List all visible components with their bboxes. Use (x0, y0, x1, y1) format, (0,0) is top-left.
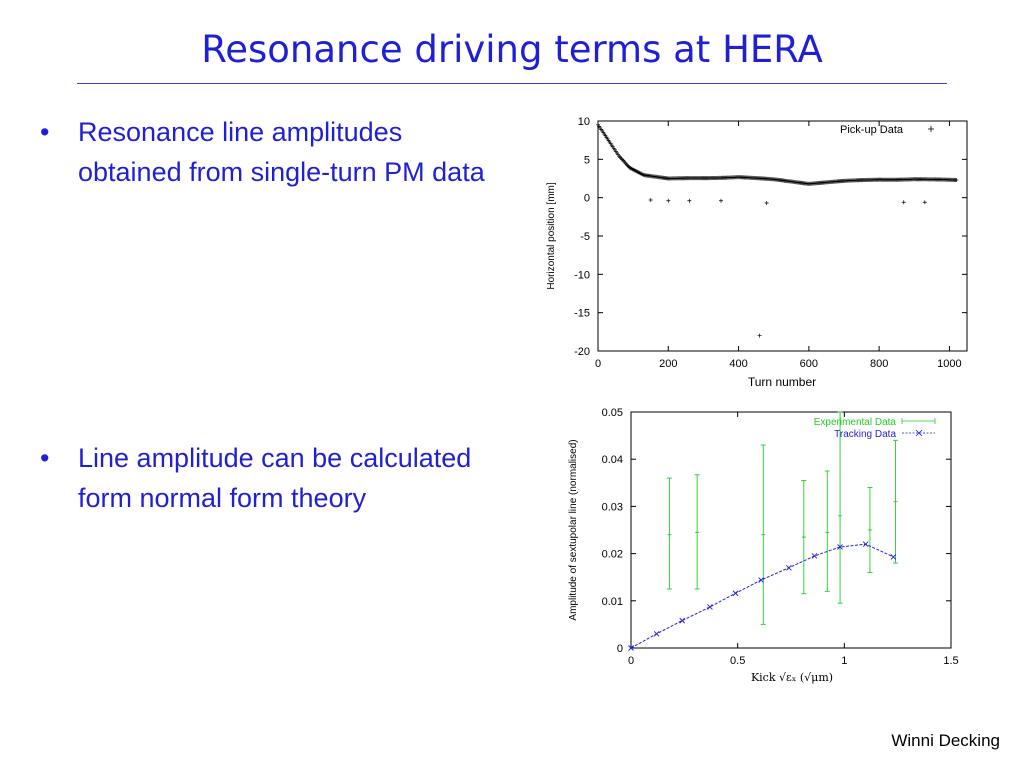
tracking-data-point (890, 554, 897, 560)
x-tick-label: 0 (628, 655, 634, 667)
y-tick-label: -10 (574, 269, 590, 281)
y-tick-label: 0 (584, 193, 590, 205)
tracking-data-point (758, 577, 764, 583)
tracking-data-point (862, 541, 869, 547)
title-divider (77, 83, 947, 84)
error-bar (837, 411, 843, 604)
x-axis-label: Turn number (748, 375, 816, 389)
data-point (764, 201, 769, 206)
y-tick-label: -20 (574, 346, 590, 358)
y-tick-label: 0.05 (602, 407, 623, 419)
y-tick-label: 0.01 (602, 596, 623, 608)
data-point (757, 333, 762, 338)
x-tick-label: 1 (841, 655, 847, 667)
legend-marker-experimental (901, 418, 936, 424)
legend-marker-tracking (902, 429, 935, 437)
y-tick-label: -15 (574, 308, 590, 320)
y-axis-label: Horizontal position [mm] (546, 182, 557, 289)
x-tick-label: 800 (870, 358, 888, 370)
y-axis-label: Amplitude of sextupolar line (normalised… (568, 439, 579, 620)
tracking-data-point (707, 604, 713, 610)
bullet-text: Resonance line amplitudes obtained from … (78, 117, 485, 187)
legend-label: Pick-up Data (840, 124, 904, 136)
y-tick-label: 10 (578, 116, 590, 128)
x-tick-label: 200 (659, 358, 677, 370)
x-tick-label: 600 (800, 358, 818, 370)
x-tick-label: 400 (729, 358, 747, 370)
y-tick-label: 0.03 (602, 501, 623, 513)
y-tick-label: 0.02 (602, 549, 623, 561)
x-tick-label: 1000 (937, 358, 961, 370)
y-tick-label: 0 (617, 643, 623, 655)
y-tick-label: -5 (580, 231, 590, 243)
tracking-data-point (653, 631, 660, 637)
x-axis-label: Kick √εₓ (√μm) (751, 671, 833, 684)
tracking-data-point (786, 564, 792, 571)
tracking-data-point (679, 617, 686, 624)
error-bar (666, 477, 672, 590)
error-bar (694, 474, 700, 590)
error-bar (867, 487, 873, 573)
plot-frame (597, 120, 968, 352)
pickup-data-chart: 0 200 400 600 800 1000 10 5 0 -5 -10 -15 -20 Turn nu… (546, 116, 968, 389)
error-bar (893, 439, 899, 564)
x-tick-label: 1.5 (943, 655, 958, 667)
data-point (922, 200, 927, 205)
slide-title: Resonance driving terms at HERA (201, 28, 823, 71)
data-point (719, 198, 723, 203)
tracking-data-line (630, 543, 894, 649)
data-point (954, 178, 959, 183)
x-tick-label: 0 (595, 358, 601, 370)
y-tick-label: 5 (584, 154, 590, 166)
error-bar (760, 444, 766, 625)
x-tick-label: 0.5 (730, 655, 745, 667)
error-bar (801, 479, 807, 595)
plot-frame (630, 411, 952, 649)
tracking-data-point (732, 590, 739, 597)
error-bar (824, 470, 830, 592)
tracking-data-point (837, 544, 843, 550)
tracking-data-point (628, 645, 634, 651)
data-point (666, 198, 671, 203)
bullet-marker: • (40, 443, 50, 473)
bullet-text: Line amplitude can be calculated form no… (78, 443, 472, 513)
data-point (901, 200, 906, 205)
sextupolar-line-chart: 0 0.5 1 1.5 0.05 0.04 0.03 0.02 0.01 0 Kick √εₓ (… (568, 407, 959, 684)
tracking-data-point (811, 553, 818, 559)
data-point (648, 197, 653, 202)
bullet-marker: • (40, 117, 50, 147)
y-tick-label: 0.04 (602, 454, 623, 466)
legend-marker (928, 126, 934, 132)
legend-label-experimental: Experimental Data (814, 417, 897, 428)
data-point (687, 198, 692, 203)
author-footer: Winni Decking (891, 731, 1000, 750)
legend-label-tracking: Tracking Data (834, 429, 896, 440)
